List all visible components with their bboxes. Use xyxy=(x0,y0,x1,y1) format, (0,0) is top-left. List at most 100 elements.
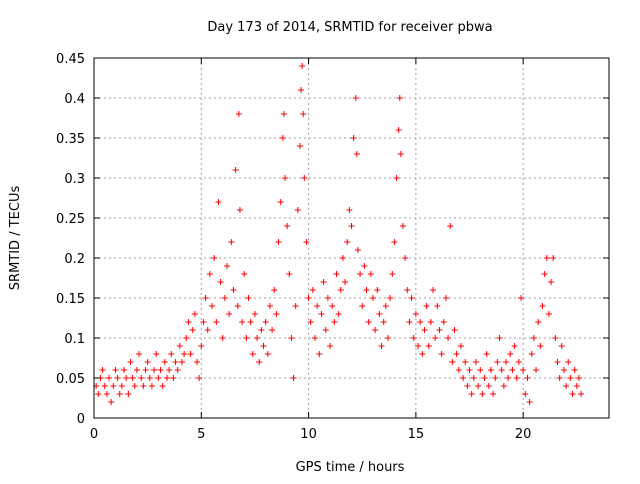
data-point xyxy=(339,255,346,261)
data-point xyxy=(503,359,509,365)
data-point xyxy=(324,295,331,301)
data-point xyxy=(408,295,415,301)
data-point xyxy=(121,367,128,373)
data-point xyxy=(382,303,389,309)
chart-title: Day 173 of 2014, SRMTID for receiver pbw… xyxy=(207,20,492,35)
data-point xyxy=(298,87,305,93)
data-point xyxy=(513,375,520,381)
data-point xyxy=(170,375,177,381)
data-point xyxy=(445,335,452,341)
data-point xyxy=(127,359,134,365)
data-point xyxy=(492,375,499,381)
data-point xyxy=(526,399,533,405)
data-point xyxy=(178,359,185,365)
plot-frame xyxy=(93,57,610,419)
data-point xyxy=(451,327,458,333)
data-point xyxy=(303,239,310,245)
data-point xyxy=(462,359,469,365)
data-point xyxy=(264,351,271,357)
data-point xyxy=(518,295,525,301)
data-point xyxy=(378,343,385,349)
data-point xyxy=(498,367,505,373)
data-point xyxy=(485,383,492,389)
data-point xyxy=(468,391,475,397)
data-point xyxy=(363,287,370,293)
data-point xyxy=(327,343,334,349)
data-point xyxy=(427,319,434,325)
data-point xyxy=(140,383,147,389)
data-point xyxy=(211,255,218,261)
data-point xyxy=(256,359,263,365)
data-point xyxy=(151,367,158,373)
data-point xyxy=(194,359,200,365)
data-point xyxy=(191,311,198,317)
data-point xyxy=(183,335,190,341)
data-point xyxy=(142,367,149,373)
data-point xyxy=(301,175,308,181)
data-point xyxy=(95,391,102,397)
data-point xyxy=(144,359,151,365)
data-point xyxy=(286,271,293,277)
data-point xyxy=(249,351,256,357)
data-point xyxy=(460,375,467,381)
data-point xyxy=(369,295,376,301)
data-point xyxy=(541,271,548,277)
data-point xyxy=(475,383,482,389)
data-point xyxy=(300,111,307,117)
data-point xyxy=(560,367,567,373)
data-point xyxy=(400,223,406,229)
data-point xyxy=(337,287,344,293)
data-point xyxy=(266,303,273,309)
data-point xyxy=(354,247,361,253)
data-point xyxy=(123,375,130,381)
data-point xyxy=(280,111,287,117)
data-point xyxy=(221,295,228,301)
data-point xyxy=(537,343,544,349)
data-point xyxy=(524,375,531,381)
data-point xyxy=(357,271,364,277)
data-point xyxy=(269,327,276,333)
data-point xyxy=(457,343,464,349)
data-point xyxy=(430,287,437,293)
data-point xyxy=(421,327,428,333)
x-tick-label: 0 xyxy=(90,427,98,442)
data-point xyxy=(226,311,233,317)
y-tick-label: 0.05 xyxy=(56,372,85,387)
data-point xyxy=(277,199,284,205)
data-point xyxy=(239,319,246,325)
y-tick-label: 0.15 xyxy=(56,292,85,307)
data-point xyxy=(198,343,205,349)
data-point xyxy=(417,319,424,325)
data-point xyxy=(573,383,580,389)
x-tick-label: 5 xyxy=(197,427,205,442)
data-point xyxy=(320,279,327,285)
data-point xyxy=(494,359,501,365)
data-point xyxy=(436,327,443,333)
data-point xyxy=(353,151,360,157)
data-point xyxy=(284,223,291,229)
data-point xyxy=(155,375,162,381)
data-point xyxy=(442,295,449,301)
data-point xyxy=(535,319,542,325)
data-point xyxy=(396,95,403,101)
data-point xyxy=(116,391,123,397)
data-point xyxy=(505,375,512,381)
data-point xyxy=(331,319,338,325)
data-point xyxy=(187,351,194,357)
data-point xyxy=(511,343,518,349)
y-tick-label: 0.2 xyxy=(64,252,85,267)
data-point xyxy=(254,335,261,341)
data-point xyxy=(153,351,160,357)
data-point xyxy=(108,399,115,405)
data-point xyxy=(402,255,409,261)
data-point xyxy=(406,319,413,325)
data-point xyxy=(361,263,368,269)
data-point xyxy=(481,375,488,381)
data-point xyxy=(438,351,445,357)
data-point xyxy=(309,287,316,293)
grid xyxy=(94,58,609,418)
data-point xyxy=(496,335,503,341)
data-point xyxy=(290,375,297,381)
data-point xyxy=(110,383,117,389)
